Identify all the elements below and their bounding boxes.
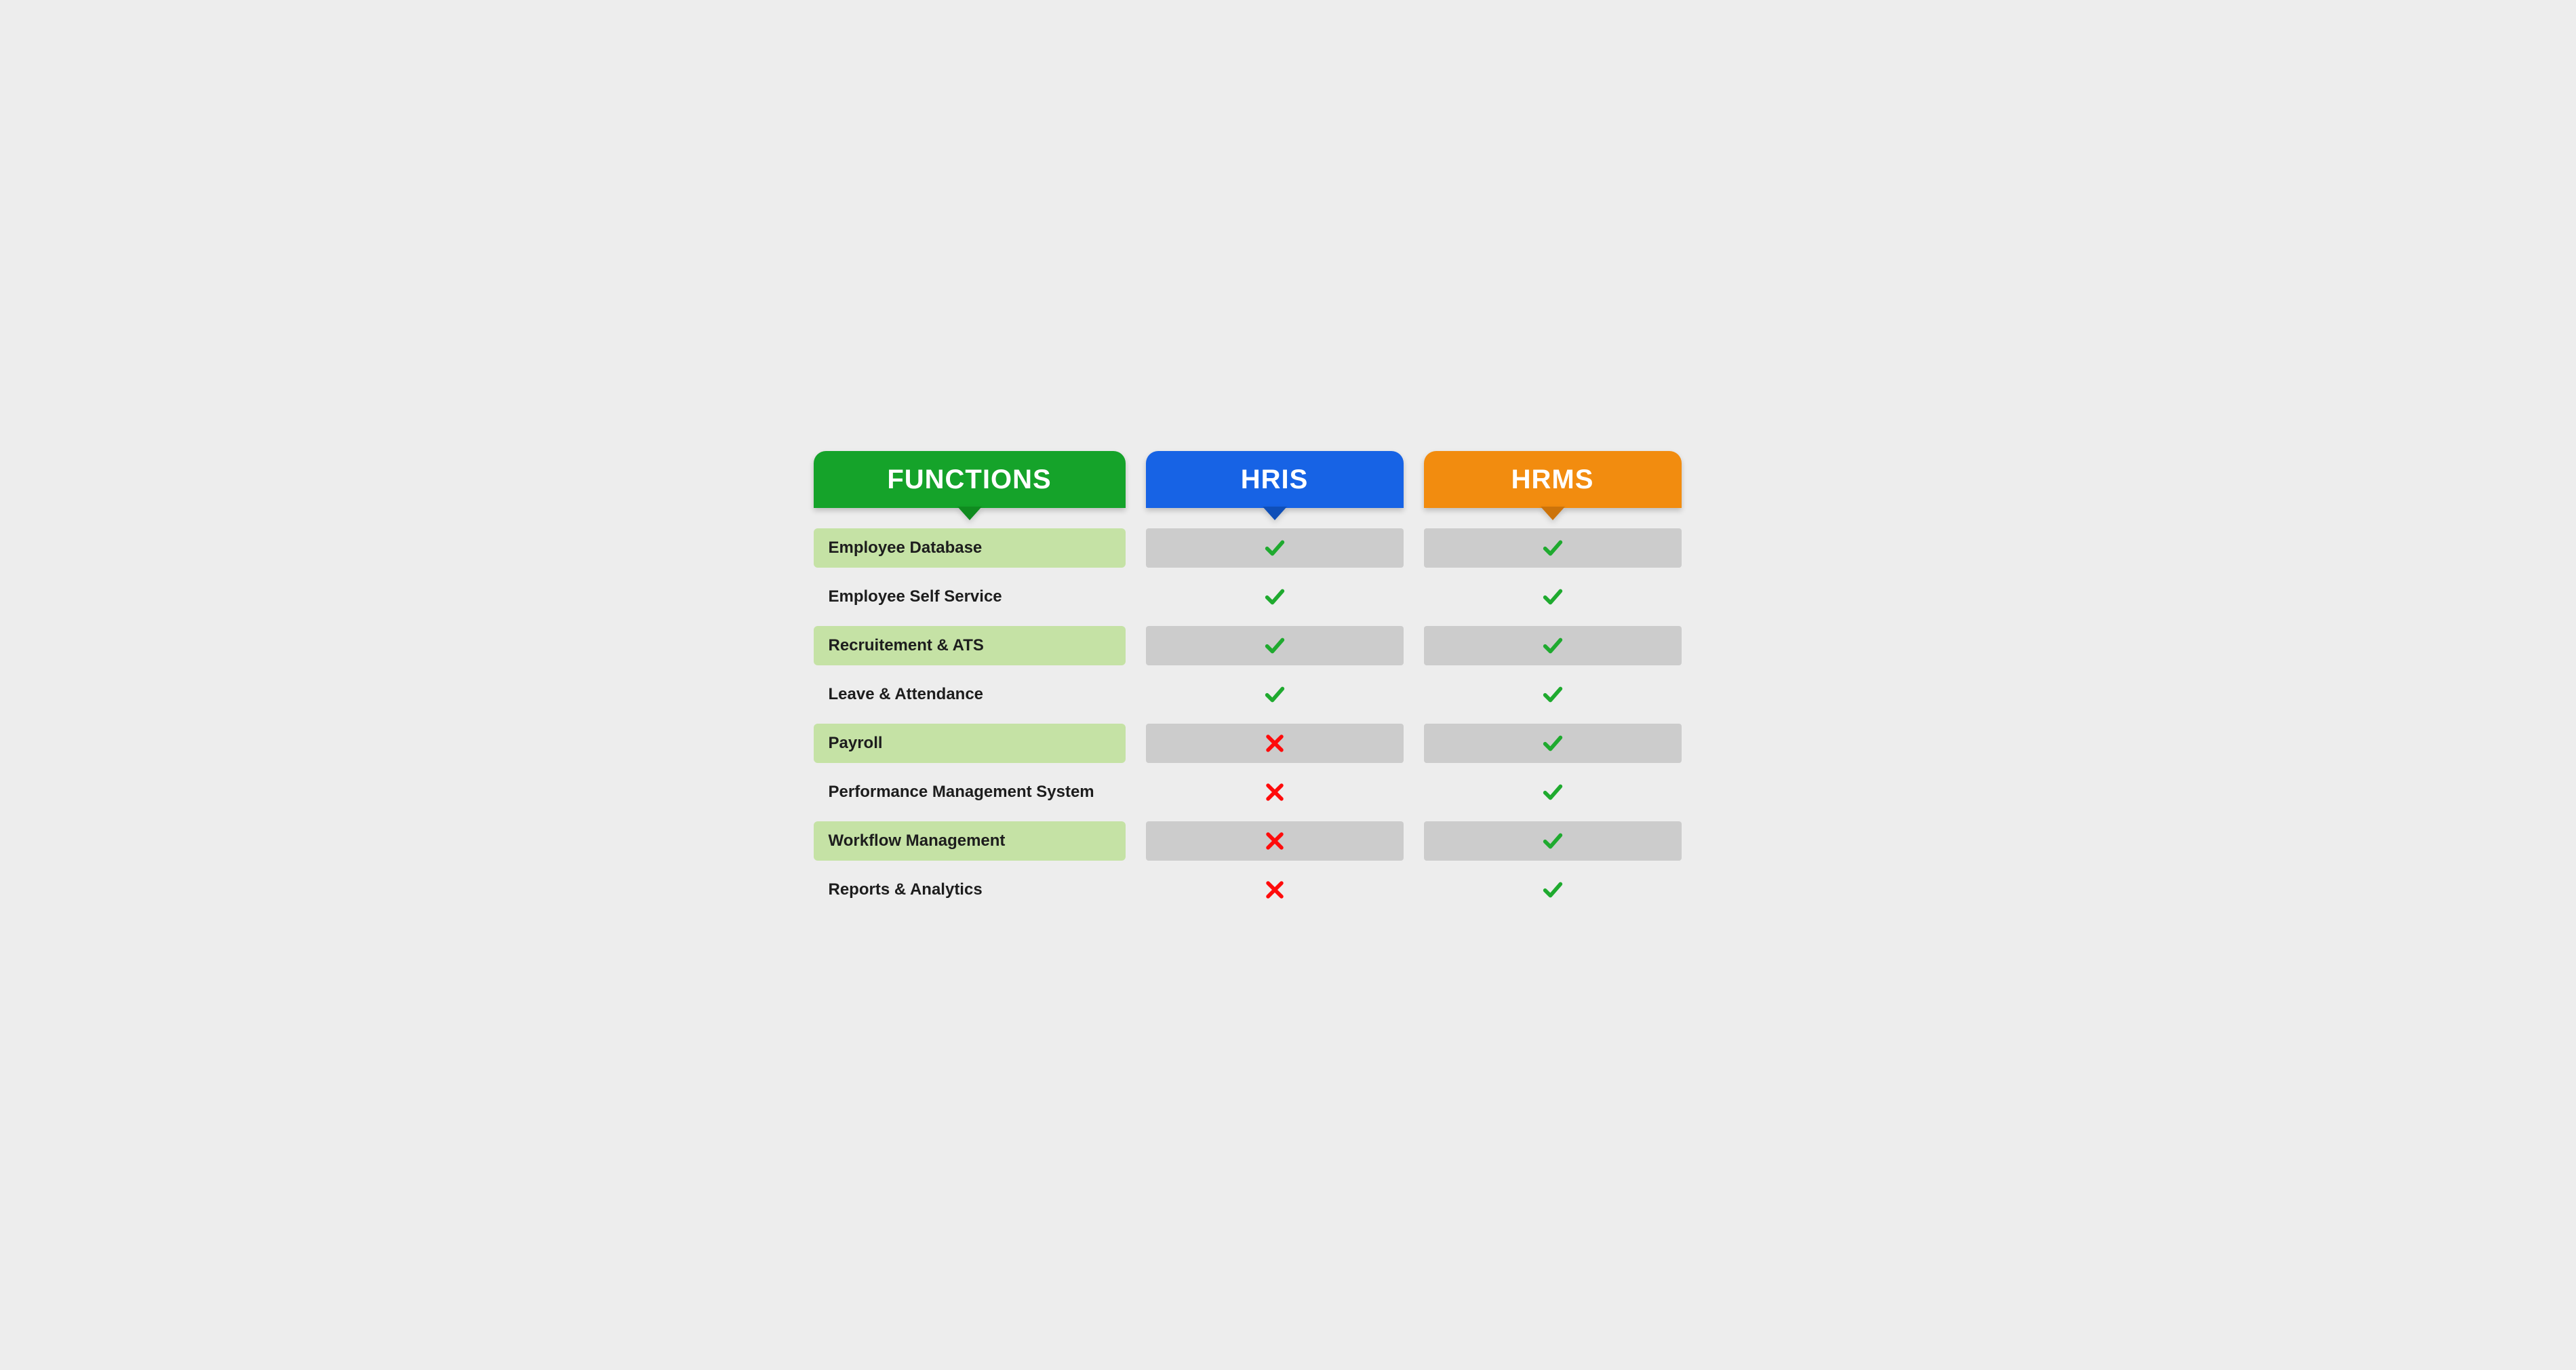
function-cell: Performance Management System <box>814 772 1126 812</box>
header-label: FUNCTIONS <box>887 465 1051 495</box>
table-row: Reports & Analytics <box>814 870 1763 909</box>
function-cell: Reports & Analytics <box>814 870 1126 909</box>
function-cell: Employee Self Service <box>814 577 1126 616</box>
hrms-cell <box>1424 528 1682 568</box>
check-icon <box>1263 683 1286 706</box>
function-cell: Workflow Management <box>814 821 1126 861</box>
check-icon <box>1541 732 1564 755</box>
header-row: FUNCTIONS HRIS HRMS <box>814 451 1763 508</box>
chevron-down-icon <box>957 507 982 520</box>
cross-icon <box>1263 829 1286 853</box>
table-body: Employee Database Employee Self Service Re… <box>814 528 1763 909</box>
check-icon <box>1541 585 1564 608</box>
table-row: Payroll <box>814 724 1763 763</box>
header-label: HRIS <box>1241 465 1309 495</box>
table-row: Leave & Attendance <box>814 675 1763 714</box>
check-icon <box>1541 683 1564 706</box>
table-row: Recruitement & ATS <box>814 626 1763 665</box>
header-label: HRMS <box>1511 465 1594 495</box>
table-row: Employee Self Service <box>814 577 1763 616</box>
hris-cell <box>1146 528 1404 568</box>
check-icon <box>1541 878 1564 901</box>
cross-icon <box>1263 781 1286 804</box>
check-icon <box>1263 634 1286 657</box>
comparison-table: FUNCTIONS HRIS HRMS Employee DatabaseEmp… <box>814 451 1763 919</box>
hris-cell <box>1146 772 1404 812</box>
hris-cell <box>1146 870 1404 909</box>
table-row: Performance Management System <box>814 772 1763 812</box>
check-icon <box>1541 634 1564 657</box>
cross-icon <box>1263 878 1286 901</box>
function-cell: Recruitement & ATS <box>814 626 1126 665</box>
hrms-cell <box>1424 724 1682 763</box>
hrms-cell <box>1424 870 1682 909</box>
hrms-cell <box>1424 675 1682 714</box>
hrms-cell <box>1424 626 1682 665</box>
hris-cell <box>1146 821 1404 861</box>
hris-cell <box>1146 724 1404 763</box>
table-row: Employee Database <box>814 528 1763 568</box>
check-icon <box>1541 781 1564 804</box>
function-cell: Employee Database <box>814 528 1126 568</box>
check-icon <box>1541 829 1564 853</box>
hrms-cell <box>1424 772 1682 812</box>
table-row: Workflow Management <box>814 821 1763 861</box>
header-functions: FUNCTIONS <box>814 451 1126 508</box>
hris-cell <box>1146 626 1404 665</box>
check-icon <box>1263 585 1286 608</box>
header-hris: HRIS <box>1146 451 1404 508</box>
function-cell: Payroll <box>814 724 1126 763</box>
hrms-cell <box>1424 577 1682 616</box>
chevron-down-icon <box>1541 507 1565 520</box>
check-icon <box>1541 536 1564 560</box>
header-hrms: HRMS <box>1424 451 1682 508</box>
hris-cell <box>1146 577 1404 616</box>
function-cell: Leave & Attendance <box>814 675 1126 714</box>
hris-cell <box>1146 675 1404 714</box>
chevron-down-icon <box>1263 507 1287 520</box>
cross-icon <box>1263 732 1286 755</box>
hrms-cell <box>1424 821 1682 861</box>
check-icon <box>1263 536 1286 560</box>
